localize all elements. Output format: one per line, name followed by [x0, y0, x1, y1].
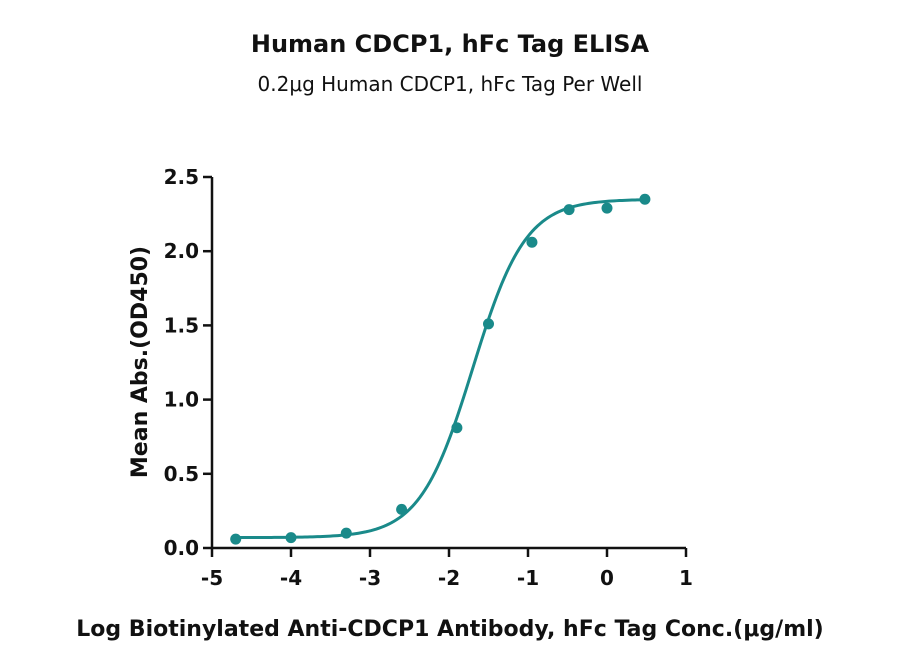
axes: 0.0 0.5 1.0 1.5 2.0 2.5 -5 -4 -3 -2 -1 0 1: [164, 165, 693, 590]
chart-subtitle: 0.2μg Human CDCP1, hFc Tag Per Well: [257, 72, 643, 96]
data-point: [396, 503, 408, 515]
data-point: [563, 204, 575, 216]
y-tick-label: 2.0: [164, 239, 199, 263]
data-point: [601, 202, 613, 214]
x-tick-label: 1: [679, 566, 693, 590]
data-point: [483, 318, 494, 330]
x-tick-label: -1: [517, 566, 539, 590]
x-tick-label: -2: [438, 566, 460, 590]
x-tick-label: -5: [201, 566, 223, 590]
data-point: [340, 527, 352, 539]
x-tick-label: -3: [359, 566, 381, 590]
x-axis-label: Log Biotinylated Anti-CDCP1 Antibody, hF…: [76, 617, 823, 642]
data-point: [285, 532, 297, 544]
data-point: [451, 422, 463, 434]
y-tick-label: 0.0: [164, 536, 199, 560]
data-point: [230, 533, 242, 545]
fit-curve: [235, 198, 645, 540]
y-tick-label: 0.5: [164, 462, 199, 486]
y-tick-label: 1.5: [164, 313, 199, 337]
data-point: [639, 193, 651, 205]
chart-title: Human CDCP1, hFc Tag ELISA: [250, 30, 650, 58]
y-axis-label: Mean Abs.(OD450): [128, 246, 153, 478]
x-tick-label: 0: [600, 566, 614, 590]
data-point: [526, 236, 538, 248]
data-marks: [230, 193, 651, 545]
y-tick-label: 2.5: [164, 165, 199, 189]
y-tick-label: 1.0: [164, 388, 199, 412]
x-tick-label: -4: [280, 566, 302, 590]
